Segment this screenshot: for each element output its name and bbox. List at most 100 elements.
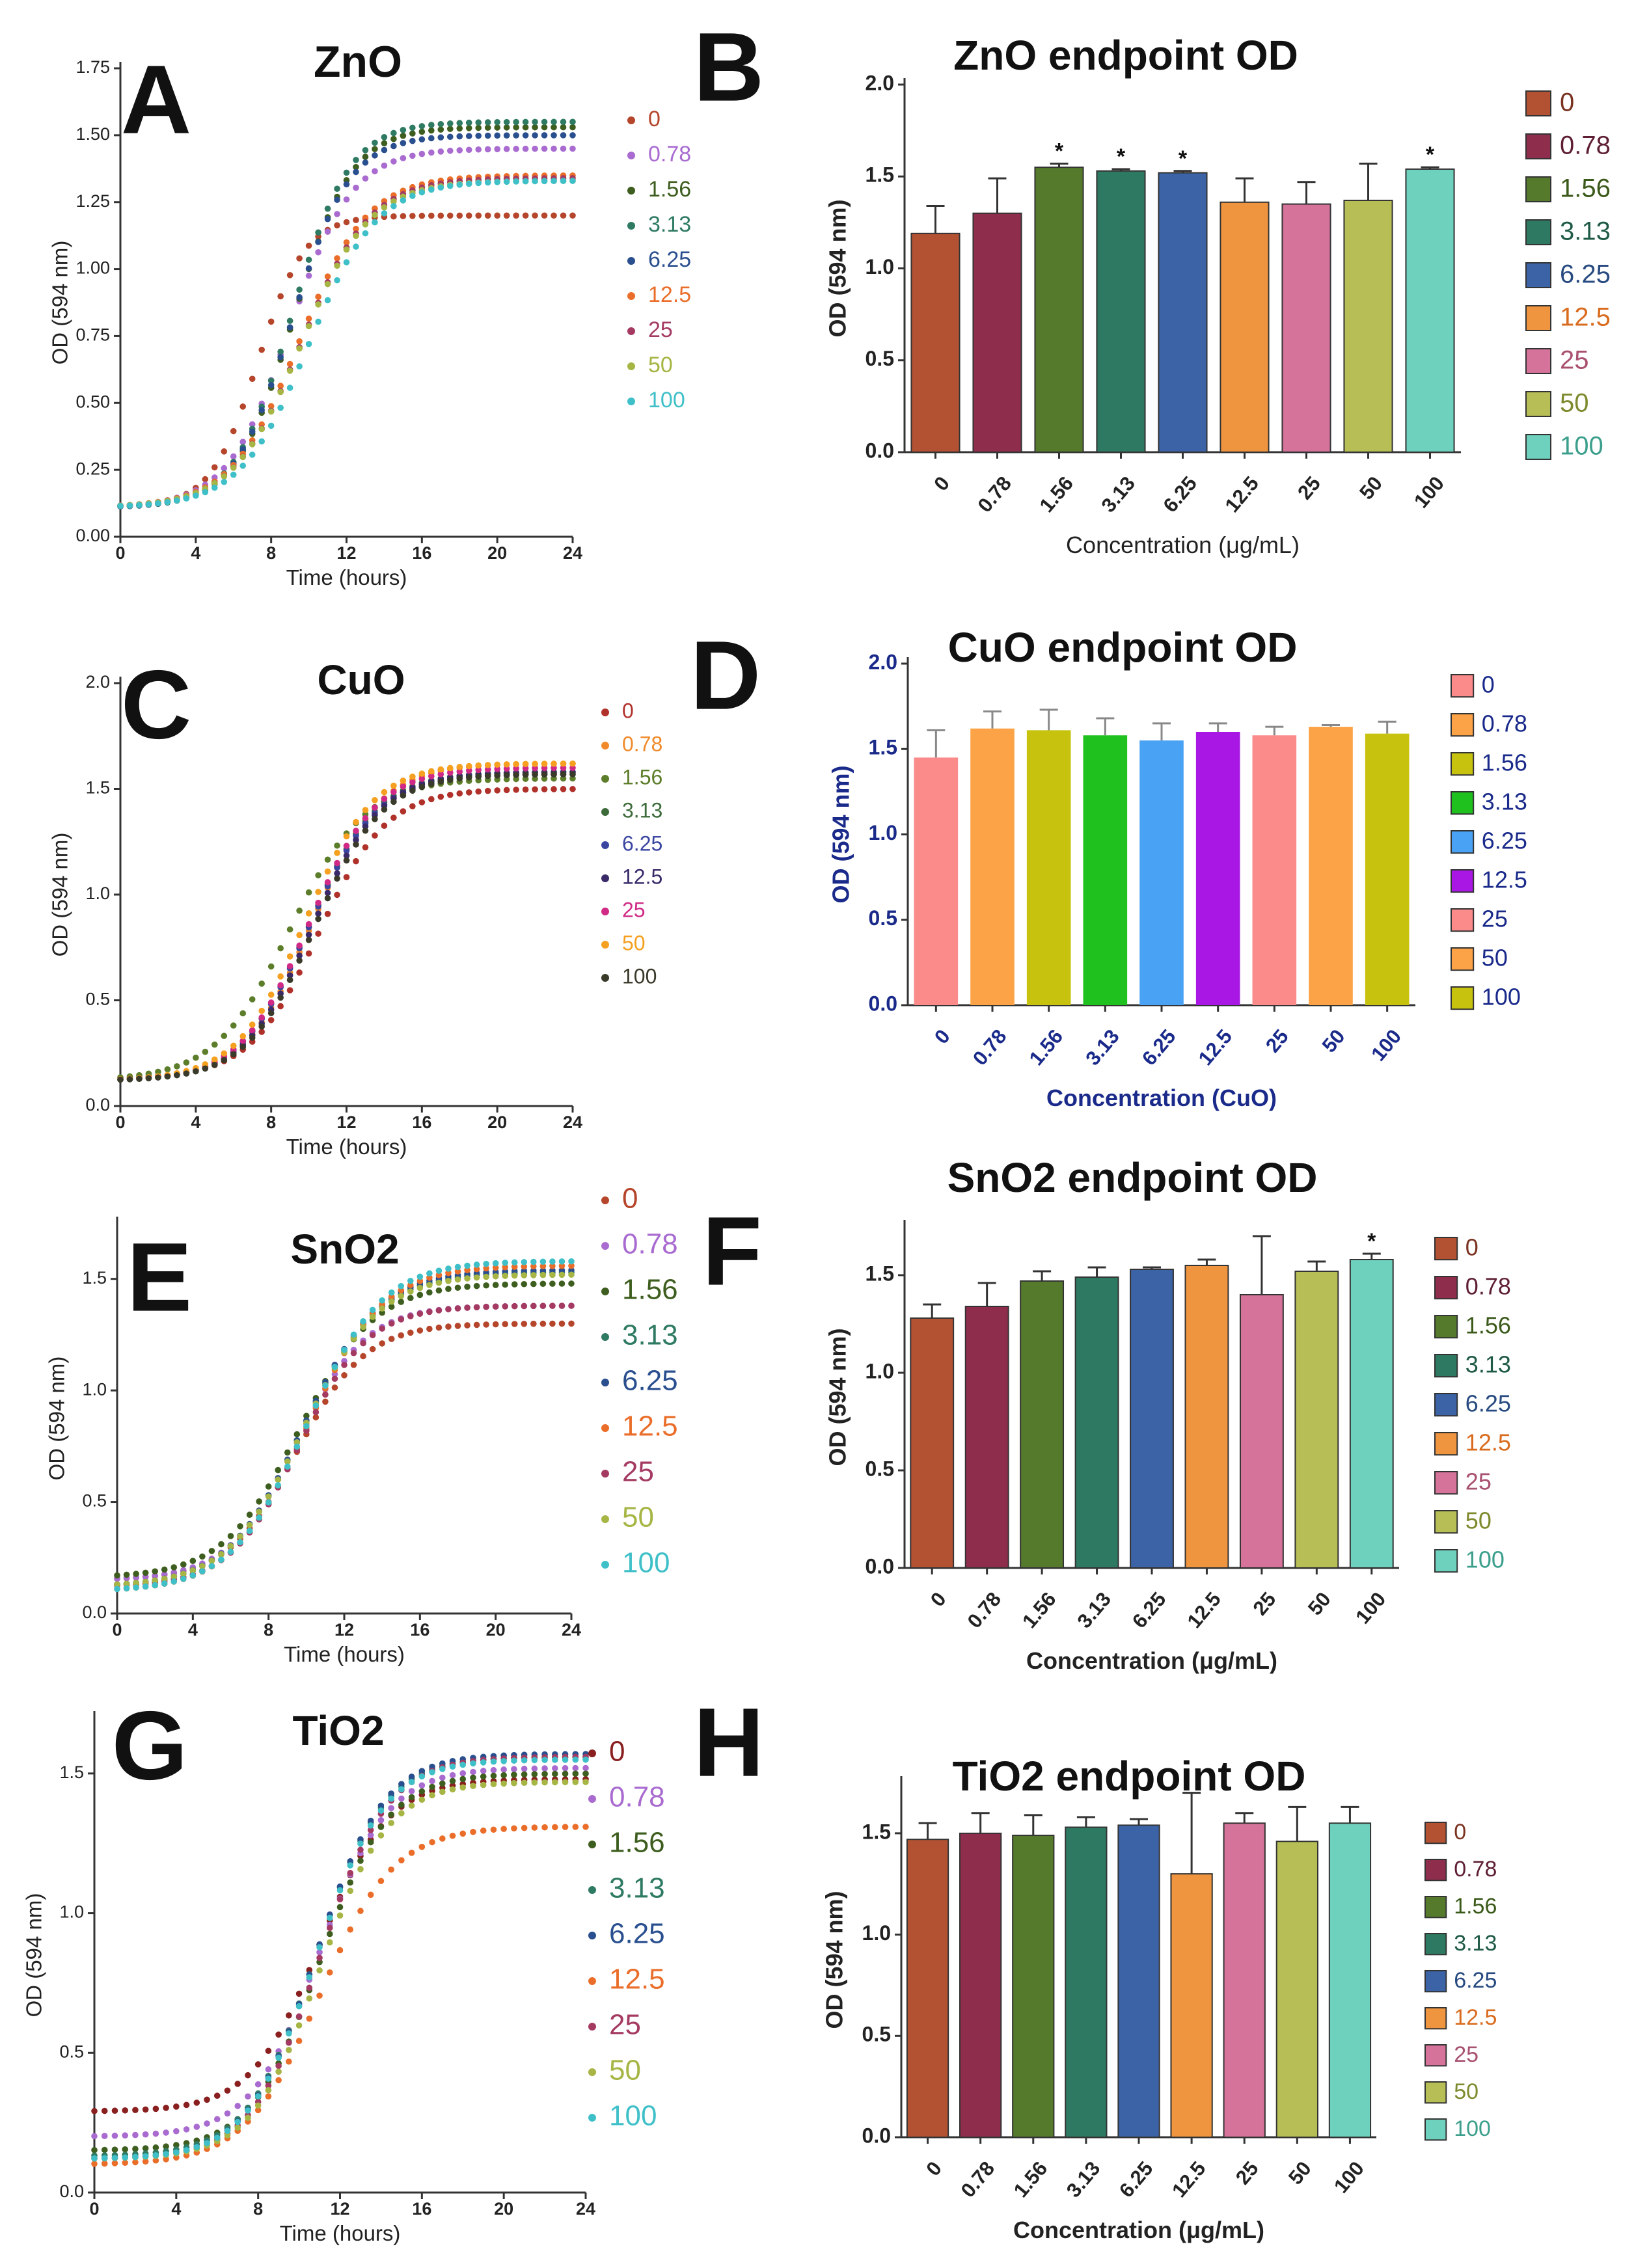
data-point-0 [132,2107,139,2113]
data-point-0_78 [511,1766,517,1772]
data-point-100 [408,1779,415,1785]
data-point-100 [531,1757,538,1764]
legend-swatch-50 [1424,2081,1447,2104]
data-point-25 [360,1340,366,1347]
x-tick-label: 100 [1329,2157,1369,2197]
data-point-100 [353,841,359,848]
y-tick-label: 1.0 [82,1379,107,1399]
x-tick-label: 16 [412,2199,431,2219]
data-point-0_78 [183,2126,190,2133]
data-point-1_56 [549,1280,556,1287]
data-point-100 [456,775,463,782]
data-point-25 [343,843,350,849]
x-tick-label: 1.56 [1009,2157,1052,2202]
x-tick-label: 12.5 [1220,472,1263,517]
data-point-100 [183,495,190,502]
data-point-1_56 [161,1566,168,1573]
data-point-6_25 [258,407,265,414]
data-point-100 [126,502,133,509]
legend-marker-1_56 [601,775,609,783]
data-point-3_13 [560,118,567,126]
data-point-0 [258,346,265,353]
data-point-1_56 [483,1282,489,1289]
legend-marker-1_56 [601,1288,609,1295]
x-tick-label: 3.13 [1062,2157,1105,2202]
data-point-100 [306,1974,313,1980]
data-point-0_78 [221,465,228,472]
data-point-0 [445,1323,452,1330]
data-point-100 [343,259,350,265]
legend-label: 25 [609,2009,641,2041]
data-point-0 [258,1029,265,1035]
legend-swatch-1_56 [1434,1315,1458,1339]
bar-1_56 [1020,1280,1065,1569]
legend-label: 0.78 [622,732,662,755]
data-point-100 [372,219,378,226]
data-point-50 [552,1779,558,1786]
data-point-1_56 [111,2146,118,2153]
data-point-50 [245,2114,251,2122]
data-point-100 [142,2153,149,2160]
data-point-12_5 [267,403,275,410]
data-point-100 [295,2003,303,2010]
data-point-25 [445,1306,452,1313]
y-tick-label: 1.5 [865,163,894,187]
legend-label: 100 [1454,2116,1491,2141]
data-point-25 [381,796,388,802]
data-point-0 [111,2107,118,2114]
x-tick-label: 12 [330,2199,349,2219]
legend-swatch-1_56 [1451,752,1475,776]
data-point-100 [418,1773,426,1780]
data-point-25 [484,766,491,773]
data-point-1_56 [582,1770,589,1777]
data-point-1_56 [258,980,265,987]
data-point-0 [390,815,397,821]
bar-12_5 [1220,201,1270,453]
bar-6_25 [1158,172,1208,453]
data-point-50 [362,807,369,813]
data-point-100 [180,1575,187,1582]
legend-label: 0.78 [1560,131,1611,160]
data-point-100 [572,1756,579,1763]
data-point-100 [558,1258,566,1265]
legend-label: 100 [609,2100,657,2132]
data-point-25 [539,1303,547,1310]
y-tick-label: 1.0 [869,821,897,844]
data-point-12_5 [521,1263,528,1270]
data-point-100 [245,2107,251,2114]
data-point-1_56 [456,125,463,132]
data-point-1_56 [473,1282,480,1289]
data-point-1_56 [114,1572,120,1579]
legend-label: 100 [622,964,657,988]
data-point-50 [560,760,567,767]
data-point-100 [123,1585,130,1592]
data-point-3_13 [372,139,378,146]
data-point-0_78 [142,2131,149,2138]
panel-letter-H: H [694,1688,764,1797]
data-point-100 [136,1075,143,1082]
legend-swatch-100 [1525,434,1551,460]
data-point-50 [114,1581,120,1588]
data-point-50 [306,1995,313,2002]
data-point-0 [465,212,472,219]
data-point-25 [409,779,416,786]
data-point-100 [142,1583,149,1590]
data-point-0 [409,803,416,810]
data-point-100 [454,1263,461,1271]
data-point-25 [522,765,529,772]
data-point-12_5 [286,360,293,368]
data-point-1_56 [530,1280,537,1288]
x-tick-label: 24 [576,2199,595,2219]
data-point-50 [428,768,435,775]
bar-3_13 [1083,735,1128,1005]
data-point-1_56 [465,125,472,131]
data-point-0_78 [521,1765,528,1772]
legend-label: 6.25 [622,831,662,855]
data-point-0 [142,2106,149,2113]
data-point-100 [265,2075,272,2082]
data-point-100 [369,1306,376,1314]
data-point-1_56 [381,140,388,147]
data-point-100 [379,1297,385,1304]
data-point-100 [390,202,397,209]
data-point-100 [239,1044,247,1050]
